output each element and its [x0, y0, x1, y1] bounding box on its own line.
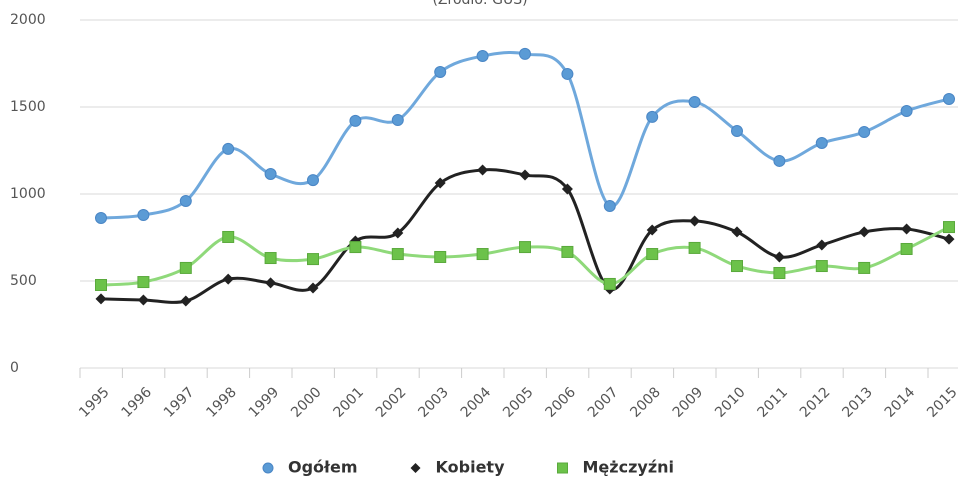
x-tick-label: 1997 [161, 384, 198, 421]
data-point [646, 110, 659, 123]
legend-marker [262, 462, 274, 474]
data-point [900, 242, 913, 255]
x-tick-label: 2011 [755, 384, 792, 421]
y-tick-label: 500 [10, 273, 37, 289]
data-point [773, 266, 786, 279]
data-point [307, 253, 319, 266]
data-point [815, 137, 828, 150]
data-point [773, 154, 786, 167]
x-tick-label: 2005 [500, 384, 537, 421]
x-tick-label: 2013 [839, 384, 876, 421]
data-point [773, 251, 785, 263]
data-point [688, 95, 701, 108]
data-point [603, 200, 616, 213]
x-tick-label: 2015 [924, 384, 958, 421]
data-point [95, 279, 107, 292]
y-tick-label: 0 [10, 360, 19, 376]
data-point [943, 221, 955, 234]
data-point [434, 66, 447, 79]
data-point [179, 194, 192, 207]
data-point [180, 295, 192, 307]
data-point [561, 245, 574, 258]
x-tick-label: 2007 [585, 384, 622, 421]
x-tick-label: 2008 [627, 384, 664, 421]
x-tick-label: 1999 [246, 384, 283, 421]
data-point [137, 276, 150, 289]
data-point [858, 126, 871, 139]
data-point [816, 239, 828, 251]
data-point [476, 50, 489, 63]
y-tick-label: 1000 [10, 186, 46, 202]
chart-subtitle: (Źródło: GUS) [432, 0, 527, 8]
x-tick-label: 2000 [288, 384, 325, 421]
data-point [519, 241, 531, 254]
data-point [349, 114, 362, 127]
x-tick-label: 2004 [458, 384, 495, 421]
data-point [858, 226, 870, 238]
data-point [603, 277, 616, 290]
data-point [391, 248, 404, 261]
data-point [95, 212, 107, 225]
legend-label: Ogółem [288, 458, 358, 477]
data-point [222, 142, 235, 155]
data-point [137, 294, 149, 306]
data-point [222, 273, 234, 285]
legend-marker [410, 463, 421, 473]
x-tick-label: 2006 [543, 384, 580, 421]
data-point [349, 241, 362, 254]
data-point [689, 215, 701, 227]
data-point [900, 105, 913, 118]
data-point [815, 260, 828, 273]
data-point [731, 226, 743, 238]
legend-label: Kobiety [436, 458, 506, 477]
data-point [307, 174, 319, 187]
data-point [731, 125, 743, 138]
data-point [731, 260, 743, 273]
x-tick-label: 2003 [415, 384, 452, 421]
data-point [179, 261, 192, 274]
data-point [858, 261, 871, 274]
x-tick-label: 1998 [203, 384, 240, 421]
data-point [561, 183, 573, 195]
x-tick-label: 2009 [670, 384, 707, 421]
data-point [519, 169, 531, 181]
data-point [688, 241, 701, 254]
data-point [265, 277, 277, 289]
data-point [561, 67, 574, 80]
x-tick-label: 1995 [76, 384, 113, 421]
data-point [307, 282, 319, 294]
x-tick-label: 2001 [331, 384, 368, 421]
data-point [519, 47, 531, 60]
data-point [943, 233, 955, 245]
legend-label: Mężczyźni [583, 458, 675, 477]
legend-marker [557, 462, 568, 474]
y-tick-label: 1500 [10, 99, 46, 115]
data-point [391, 114, 404, 127]
series-line [100, 50, 950, 220]
data-point [476, 248, 489, 261]
data-point [137, 209, 150, 222]
data-point [943, 92, 955, 105]
data-point [392, 227, 404, 239]
data-point [901, 223, 913, 235]
x-tick-label: 2014 [882, 384, 919, 421]
data-point [477, 164, 489, 176]
x-tick-label: 2012 [797, 384, 834, 421]
data-point [264, 167, 277, 180]
data-point [95, 293, 107, 305]
data-point [646, 224, 658, 236]
data-point [434, 250, 447, 263]
y-tick-label: 2000 [10, 12, 46, 28]
data-point [434, 177, 446, 189]
data-point [222, 230, 235, 243]
x-tick-label: 1996 [119, 384, 156, 421]
x-tick-label: 2010 [712, 384, 749, 421]
data-point [646, 248, 659, 261]
data-point [264, 252, 277, 265]
x-tick-label: 2002 [373, 384, 410, 421]
